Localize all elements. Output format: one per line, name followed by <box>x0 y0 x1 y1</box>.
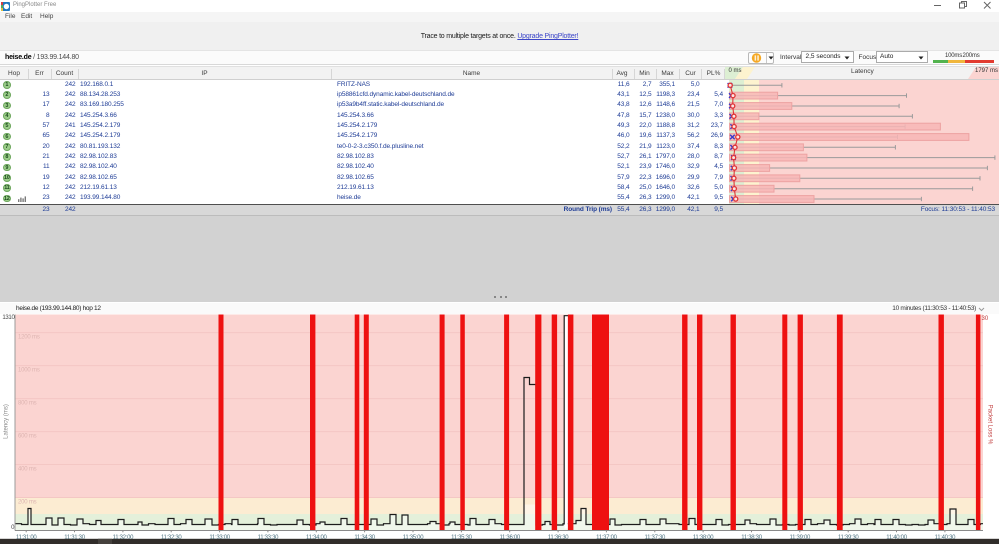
svg-text:11:39:00: 11:39:00 <box>790 534 811 540</box>
svg-text:11:40:30: 11:40:30 <box>935 534 956 540</box>
svg-text:400 ms: 400 ms <box>18 466 37 472</box>
svg-text:Latency (ms): Latency (ms) <box>4 404 10 439</box>
svg-text:11:32:00: 11:32:00 <box>113 534 134 540</box>
svg-text:11:33:30: 11:33:30 <box>258 534 279 540</box>
svg-text:11:37:00: 11:37:00 <box>596 534 617 540</box>
svg-text:0: 0 <box>11 525 15 531</box>
svg-text:11:38:30: 11:38:30 <box>741 534 762 540</box>
svg-text:11:36:30: 11:36:30 <box>548 534 569 540</box>
svg-text:11:32:30: 11:32:30 <box>161 534 182 540</box>
svg-text:11:35:00: 11:35:00 <box>403 534 424 540</box>
svg-text:11:38:00: 11:38:00 <box>693 534 714 540</box>
svg-text:11:34:00: 11:34:00 <box>306 534 327 540</box>
svg-text:600 ms: 600 ms <box>18 433 37 439</box>
svg-text:11:31:30: 11:31:30 <box>64 534 85 540</box>
svg-text:11:31:00: 11:31:00 <box>16 534 37 540</box>
svg-text:11:33:00: 11:33:00 <box>209 534 230 540</box>
svg-text:200 ms: 200 ms <box>18 499 37 505</box>
svg-text:1200 ms: 1200 ms <box>18 334 40 340</box>
svg-text:30: 30 <box>982 316 989 322</box>
svg-text:11:36:00: 11:36:00 <box>499 534 520 540</box>
svg-text:11:35:30: 11:35:30 <box>451 534 472 540</box>
svg-text:Packet Loss %: Packet Loss % <box>987 404 993 444</box>
svg-text:11:39:30: 11:39:30 <box>838 534 859 540</box>
svg-text:1000 ms: 1000 ms <box>18 367 40 373</box>
svg-text:11:37:30: 11:37:30 <box>645 534 666 540</box>
svg-text:11:34:30: 11:34:30 <box>354 534 375 540</box>
svg-text:11:40:00: 11:40:00 <box>886 534 907 540</box>
svg-text:1310: 1310 <box>2 315 15 321</box>
svg-text:800 ms: 800 ms <box>18 400 37 406</box>
